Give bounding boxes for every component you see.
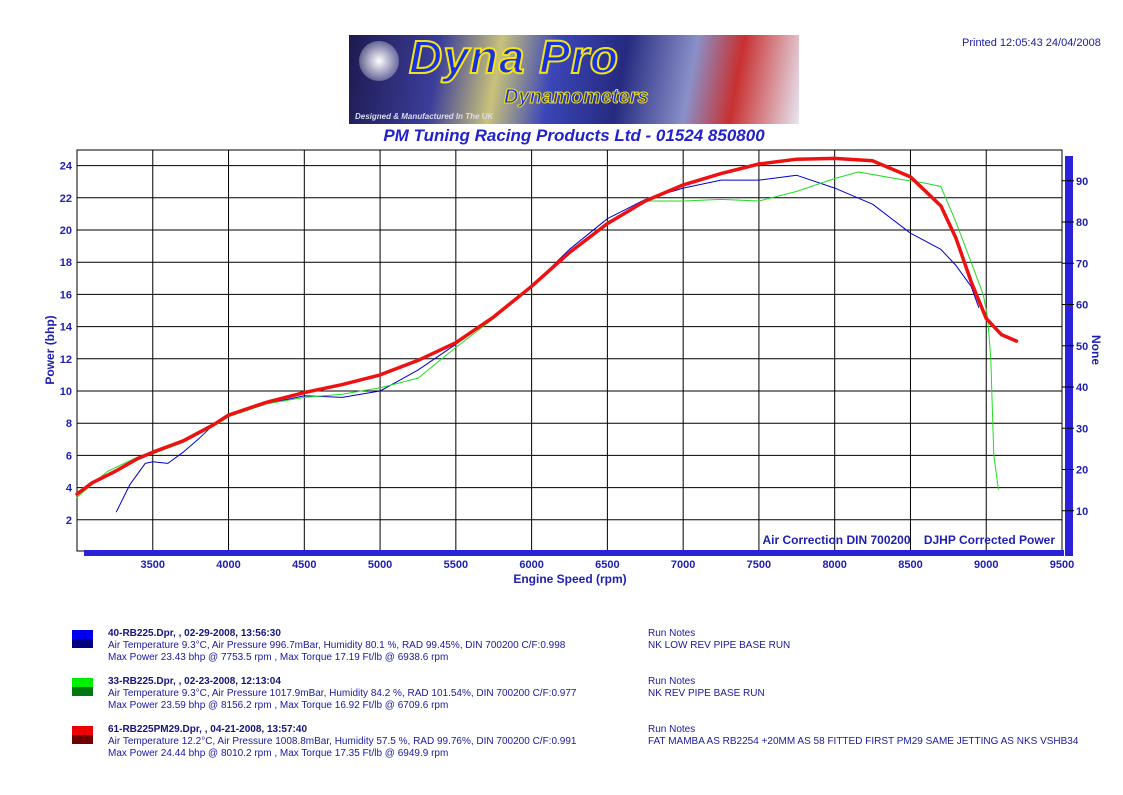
y2-tick-label: 10 (1076, 506, 1088, 518)
y-tick-label: 12 (60, 354, 72, 366)
x-tick-label: 8500 (898, 559, 922, 571)
y2-tick-label: 80 (1076, 217, 1088, 229)
y-tick-label: 16 (60, 289, 72, 301)
x-tick-label: 9500 (1050, 559, 1074, 571)
series-line-3 (75, 156, 1019, 496)
y-tick-label: 6 (66, 450, 72, 462)
run-max: Max Power 24.44 bhp @ 8010.2 rpm , Max T… (108, 748, 449, 759)
run-conditions: Air Temperature 9.3°C, Air Pressure 996.… (108, 640, 566, 651)
swatch-bottom (72, 735, 93, 744)
legend-swatch (72, 630, 93, 648)
logo-text: Dyna Pro (408, 35, 619, 84)
y-tick-label: 10 (60, 386, 72, 398)
printed-timestamp: Printed 12:05:43 24/04/2008 (962, 37, 1101, 49)
swatch-top (72, 726, 93, 735)
run-title: 61-RB225PM29.Dpr, , 04-21-2008, 13:57:40 (108, 724, 308, 735)
swatch-bottom (72, 639, 93, 648)
logo-tagline: Designed & Manufactured In The UK (355, 112, 494, 121)
legend-swatch (72, 726, 93, 744)
y2-tick-label: 60 (1076, 300, 1088, 312)
x-tick-label: 7500 (747, 559, 771, 571)
run-notes-text: FAT MAMBA AS RB2254 +20MM AS 58 FITTED F… (648, 736, 1079, 747)
power-chart: 3500 4000 4500 5000 5500 6000 6500 7000 7500 8000… (43, 149, 1103, 586)
x-tick-label: 4500 (292, 559, 316, 571)
dynapro-logo: Dyna Pro Dynamometers Designed & Manufac… (349, 35, 799, 124)
plot-frame (76, 149, 1063, 552)
x-tick-label: 5000 (368, 559, 392, 571)
x-tick-label: 6000 (519, 559, 543, 571)
x-tick-label: 9000 (974, 559, 998, 571)
run-notes-text: NK REV PIPE BASE RUN (648, 688, 765, 699)
run-max: Max Power 23.43 bhp @ 7753.5 rpm , Max T… (108, 652, 449, 663)
run-title: 33-RB225.Dpr, , 02-23-2008, 12:13:04 (108, 676, 281, 687)
y2-tick-label: 20 (1076, 465, 1088, 477)
y-tick-label: 4 (66, 483, 73, 495)
y-tick-label: 2 (66, 515, 72, 527)
swatch-top (72, 678, 93, 687)
y-tick-label: 18 (60, 257, 72, 269)
y2-axis-bar (1065, 156, 1073, 556)
x-tick-label: 3500 (141, 559, 165, 571)
y2-tick-label: 40 (1076, 382, 1088, 394)
legend-text: 61-RB225PM29.Dpr, , 04-21-2008, 13:57:40… (108, 724, 577, 760)
run-notes-label: Run Notes (648, 724, 696, 735)
run-notes-label: Run Notes (648, 628, 696, 639)
run-notes: Run Notes NK LOW REV PIPE BASE RUN (648, 628, 790, 652)
logo-flare (359, 41, 399, 81)
run-notes-label: Run Notes (648, 676, 696, 687)
legend-text: 33-RB225.Dpr, , 02-23-2008, 12:13:04 Air … (108, 676, 577, 712)
legend-text: 40-RB225.Dpr, , 02-29-2008, 13:56:30 Air … (108, 628, 565, 664)
logo-subtext: Dynamometers (504, 86, 650, 109)
x-tick-label: 6500 (595, 559, 619, 571)
y-tick-label: 8 (66, 418, 72, 430)
swatch-top (72, 630, 93, 639)
x-tick-label: 7000 (671, 559, 695, 571)
run-conditions: Air Temperature 12.2°C, Air Pressure 100… (108, 736, 577, 747)
series-line-2 (76, 171, 999, 498)
y2-tick-label: 30 (1076, 423, 1088, 435)
y-tick-label: 20 (60, 225, 72, 237)
annotation: Air Correction DIN 700200 DJHP Corrected… (762, 533, 1055, 547)
run-max: Max Power 23.59 bhp @ 8156.2 rpm , Max T… (108, 700, 449, 711)
y-tick-label: 14 (60, 322, 73, 334)
run-notes: Run Notes NK REV PIPE BASE RUN (648, 676, 765, 700)
run-notes-text: NK LOW REV PIPE BASE RUN (648, 640, 791, 651)
x-axis-bar (84, 550, 1064, 556)
run-notes: Run Notes FAT MAMBA AS RB2254 +20MM AS 58… (648, 724, 1078, 748)
x-tick-label: 4000 (216, 559, 240, 571)
series-line-1 (115, 174, 980, 513)
x-tick-label: 5500 (444, 559, 468, 571)
y2-axis-label: None (1089, 335, 1103, 365)
y-tick-label: 24 (60, 161, 73, 173)
legend-swatch (72, 678, 93, 696)
company-title: PM Tuning Racing Products Ltd - 01524 85… (383, 126, 765, 145)
x-axis-label: Engine Speed (rpm) (513, 572, 626, 586)
run-title: 40-RB225.Dpr, , 02-29-2008, 13:56:30 (108, 628, 281, 639)
y-tick-label: 22 (60, 193, 72, 205)
run-conditions: Air Temperature 9.3°C, Air Pressure 1017… (108, 688, 577, 699)
y2-tick-label: 70 (1076, 258, 1088, 270)
y2-tick-label: 50 (1076, 341, 1088, 353)
swatch-bottom (72, 687, 93, 696)
y2-tick-label: 90 (1076, 176, 1088, 188)
x-tick-label: 8000 (822, 559, 846, 571)
y-axis-label: Power (bhp) (43, 315, 57, 384)
